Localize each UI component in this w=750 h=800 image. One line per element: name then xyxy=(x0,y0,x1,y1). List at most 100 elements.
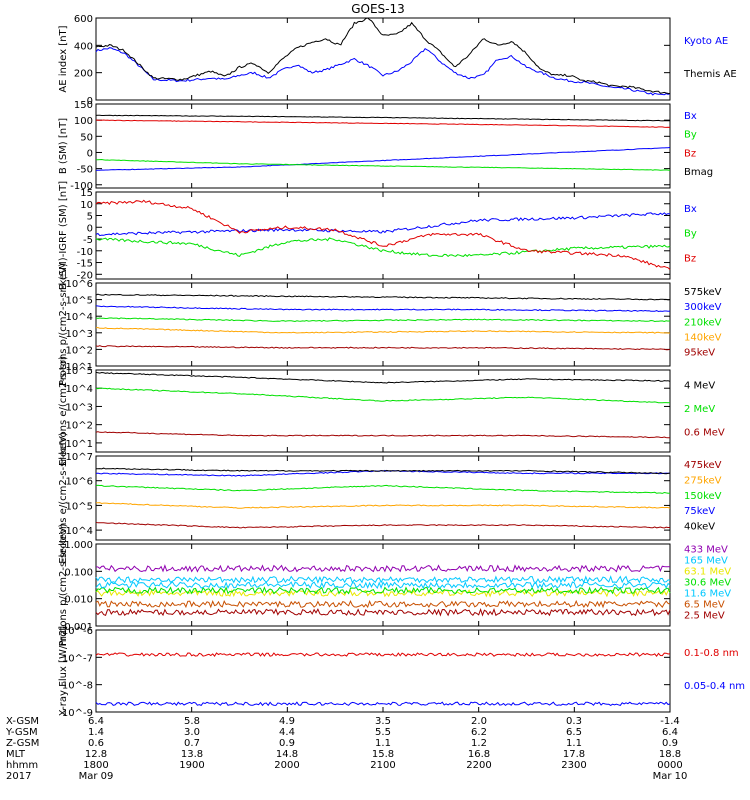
y-axis-label: AE index [nT] xyxy=(58,25,69,92)
series-line-433-MeV xyxy=(95,564,671,573)
y-tick-label: 10^6 xyxy=(66,477,93,488)
legend-label: 0.6 MeV xyxy=(684,428,725,439)
y-tick-label: 1.000 xyxy=(64,540,93,551)
y-tick-label: 10^4 xyxy=(66,384,93,395)
legend-label: Bx xyxy=(684,111,697,122)
y-tick-label: 10^1 xyxy=(66,362,93,373)
legend-label: 11.6 MeV xyxy=(684,588,731,599)
footer-value: 3.0 xyxy=(184,727,200,738)
footer-value: 4.4 xyxy=(279,727,295,738)
series-line-150keV xyxy=(95,484,671,494)
footer-row-label: Y-GSM xyxy=(5,727,38,738)
y-tick-label: 10^5 xyxy=(66,366,93,377)
panel-frame xyxy=(95,369,671,453)
y-tick-label: 10^-8 xyxy=(62,681,93,692)
legend-label: 30.6 MeV xyxy=(684,578,731,589)
legend-label: By xyxy=(684,229,697,240)
y-axis-label: Electrons e/(cm2-s-sr) xyxy=(58,356,69,466)
y-tick-label: 400 xyxy=(74,41,93,52)
series-line-Bx xyxy=(95,146,671,171)
series-line-11.6-MeV xyxy=(95,581,671,590)
y-tick-label: 0 xyxy=(87,223,93,234)
y-tick-label: -15 xyxy=(77,259,93,270)
y-tick-label: 10^5 xyxy=(66,296,93,307)
footer-value: 0.6 xyxy=(88,738,104,749)
footer-value: 0000 xyxy=(657,760,682,771)
series-line-Themis-AE xyxy=(95,17,671,95)
y-tick-label: 10^-9 xyxy=(62,708,93,719)
footer-value: 2000 xyxy=(274,760,299,771)
series-line-0.05-0.4-nm xyxy=(95,701,671,707)
footer-row-label: 2017 xyxy=(6,771,31,782)
y-tick-label: -20 xyxy=(77,270,93,281)
footer-value: 0.3 xyxy=(566,716,582,727)
footer-value: 2.0 xyxy=(471,716,487,727)
series-line-275keV xyxy=(96,502,671,509)
y-tick-label: -10 xyxy=(77,247,93,258)
y-axis-label: Protons p/(cm2-s-sr-keV) xyxy=(58,263,69,386)
footer-value: 4.9 xyxy=(279,716,295,727)
legend-label: 75keV xyxy=(684,506,715,517)
panel-xray: 10^-9 10^-8 10^-7 10^-6X-ray Flux [W/m2] 0.1… xyxy=(58,626,745,719)
legend-label: 210keV xyxy=(684,317,722,328)
legend-label: 433 MeV xyxy=(684,545,728,556)
y-tick-label: 10^-6 xyxy=(62,626,93,637)
series-line-Bx xyxy=(95,212,671,237)
footer-value: 0.9 xyxy=(279,738,295,749)
series-line-475keV xyxy=(95,521,670,529)
series-line-300keV xyxy=(95,305,671,313)
series-line-40keV xyxy=(96,467,671,475)
panel-frame xyxy=(95,455,671,541)
series-line-Bz xyxy=(95,199,671,271)
footer-value: 2300 xyxy=(561,760,586,771)
y-tick-label: 0.100 xyxy=(64,567,93,578)
footer-value: 13.8 xyxy=(181,749,203,760)
footer-value: 14.8 xyxy=(276,749,298,760)
footer-value: 5.8 xyxy=(184,716,200,727)
legend-label: Themis AE xyxy=(683,69,737,80)
footer-value: 6.2 xyxy=(471,727,487,738)
legend-label: Kyoto AE xyxy=(684,36,728,47)
legend-label: By xyxy=(684,130,697,141)
series-line-2-MeV xyxy=(95,387,671,404)
legend-label: 63.1 MeV xyxy=(684,567,731,578)
series-line-0.1-0.8-nm xyxy=(95,652,671,658)
footer-value: 16.8 xyxy=(468,749,490,760)
series-line-210keV xyxy=(95,317,671,323)
series-line-140keV xyxy=(95,326,671,334)
legend-label: Bz xyxy=(684,254,696,265)
y-tick-label: 150 xyxy=(74,100,93,111)
footer-value: 2200 xyxy=(466,760,491,771)
y-tick-label: 10 xyxy=(80,200,93,211)
legend-label: 475keV xyxy=(684,460,722,471)
series-line-0.6-MeV xyxy=(95,431,670,439)
legend-label: 2.5 MeV xyxy=(684,610,725,621)
footer-value: Mar 09 xyxy=(79,771,114,782)
y-tick-label: 0 xyxy=(87,96,93,107)
panel-ae: 0 200 400 600 AE index [nT] Kyoto AE Themis AE xyxy=(58,14,737,107)
legend-label: 300keV xyxy=(684,302,722,313)
series-line-575keV xyxy=(95,293,671,301)
footer-value: 17.8 xyxy=(563,749,585,760)
series-line-6.5-MeV xyxy=(95,599,671,609)
footer-value: -1.4 xyxy=(660,716,680,727)
legend-label: 575keV xyxy=(684,287,722,298)
legend-label: 40keV xyxy=(684,521,715,532)
footer-value: 5.5 xyxy=(375,727,391,738)
footer-value: 1900 xyxy=(179,760,204,771)
y-tick-label: 0.010 xyxy=(64,595,93,606)
panel-bsm: -100 -50 0 50 100 150 B (SM) [nT] Bx By Bz Bmag xyxy=(58,100,713,192)
series-line-Kyoto-AE xyxy=(95,47,671,96)
y-tick-label: 0.001 xyxy=(64,622,93,633)
y-tick-label: 10^4 xyxy=(66,312,93,323)
footer-row-label: Z-GSM xyxy=(6,738,39,749)
chart-panels: 0 200 400 600 AE index [nT] Kyoto AE Themis AE… xyxy=(58,14,745,719)
panel-frame xyxy=(95,629,671,713)
legend-label: 0.1-0.8 nm xyxy=(684,648,739,659)
footer-value: 0.7 xyxy=(184,738,200,749)
y-tick-label: -5 xyxy=(83,235,93,246)
y-tick-label: 0 xyxy=(87,148,93,159)
y-axis-label: B (SM) [nT] xyxy=(58,118,69,174)
